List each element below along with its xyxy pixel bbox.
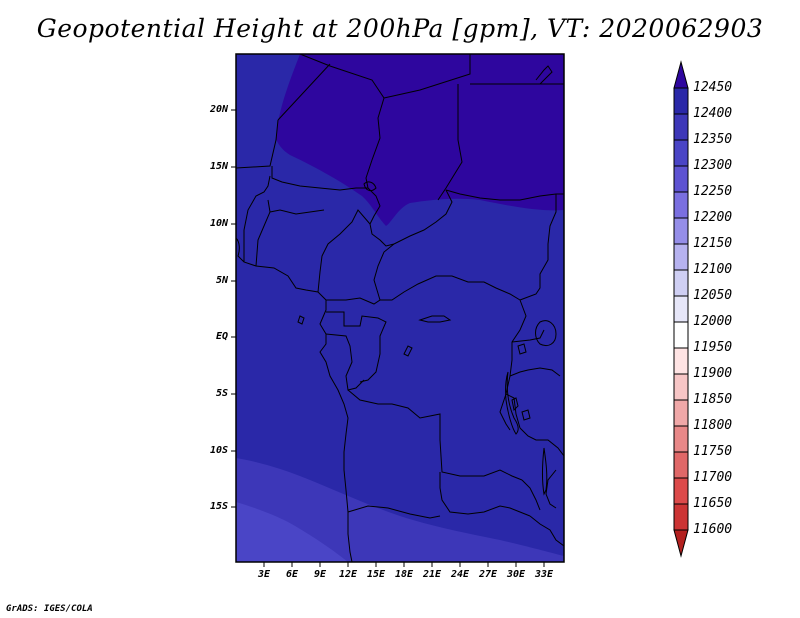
colorbar-label: 11700 [693,470,733,485]
colorbar-swatch [673,243,689,271]
colorbar [673,60,689,558]
contour-band-12250 [236,502,348,562]
colorbar-label: 11950 [693,340,733,355]
colorbar-label: 12200 [693,210,733,225]
lat-label: 5S [215,388,228,399]
contour-band-12400 [276,54,564,226]
colorbar-label: 12000 [693,314,733,329]
colorbar-swatch [673,113,689,141]
colorbar-swatch [673,191,689,219]
lon-label: 12E [338,569,358,580]
axis-ticks [231,109,545,567]
colorbar-swatch [673,217,689,245]
lon-label: 30E [506,569,526,580]
lon-label: 18E [394,569,414,580]
colorbar-swatch [673,503,689,531]
map-title: Geopotential Height at 200hPa [gpm], VT:… [36,14,764,43]
lat-label: 20N [209,104,228,115]
colorbar-label: 11850 [693,392,733,407]
colorbar-label: 12050 [693,288,733,303]
colorbar-label: 12300 [693,158,733,173]
colorbar-swatch [673,165,689,193]
colorbar-swatch [673,347,689,375]
colorbar-label: 11750 [693,444,733,459]
colorbar-label: 11650 [693,496,733,511]
political-boundaries [236,54,564,562]
lon-label: 21E [422,569,442,580]
colorbar-swatch [673,87,689,115]
colorbar-label: 12450 [693,80,733,95]
colorbar-label: 11900 [693,366,733,381]
colorbar-swatch [673,139,689,167]
height-field [236,54,564,562]
lat-label: 10S [209,445,228,456]
lat-label: EQ [215,331,228,342]
lat-label: 10N [209,218,228,229]
lon-label: 6E [285,569,299,580]
lat-label: 15N [209,161,228,172]
colorbar-label: 12150 [693,236,733,251]
colorbar-swatch [673,269,689,297]
lon-label: 27E [478,569,498,580]
colorbar-swatch [673,321,689,349]
lon-label: 9E [313,569,327,580]
lon-label: 24E [450,569,470,580]
colorbar-swatch [673,451,689,479]
lat-label: 5N [215,275,228,286]
lat-label: 15S [209,501,228,512]
colorbar-swatch [673,477,689,505]
colorbar-swatch [673,425,689,453]
colorbar-swatch [673,295,689,323]
colorbar-bottom-triangle [673,529,689,558]
credit-text: GrADS: IGES/COLA [6,604,93,614]
map-frame [235,53,565,563]
contour-band-12300 [236,458,564,562]
colorbar-label: 11600 [693,522,733,537]
colorbar-label: 12250 [693,184,733,199]
lon-label: 3E [257,569,271,580]
colorbar-swatch [673,399,689,427]
colorbar-label: 12400 [693,106,733,121]
colorbar-label: 12350 [693,132,733,147]
colorbar-label: 12100 [693,262,733,277]
colorbar-label: 11800 [693,418,733,433]
lon-label: 15E [366,569,386,580]
lon-label: 33E [534,569,554,580]
colorbar-top-triangle [673,60,689,89]
colorbar-swatch [673,373,689,401]
